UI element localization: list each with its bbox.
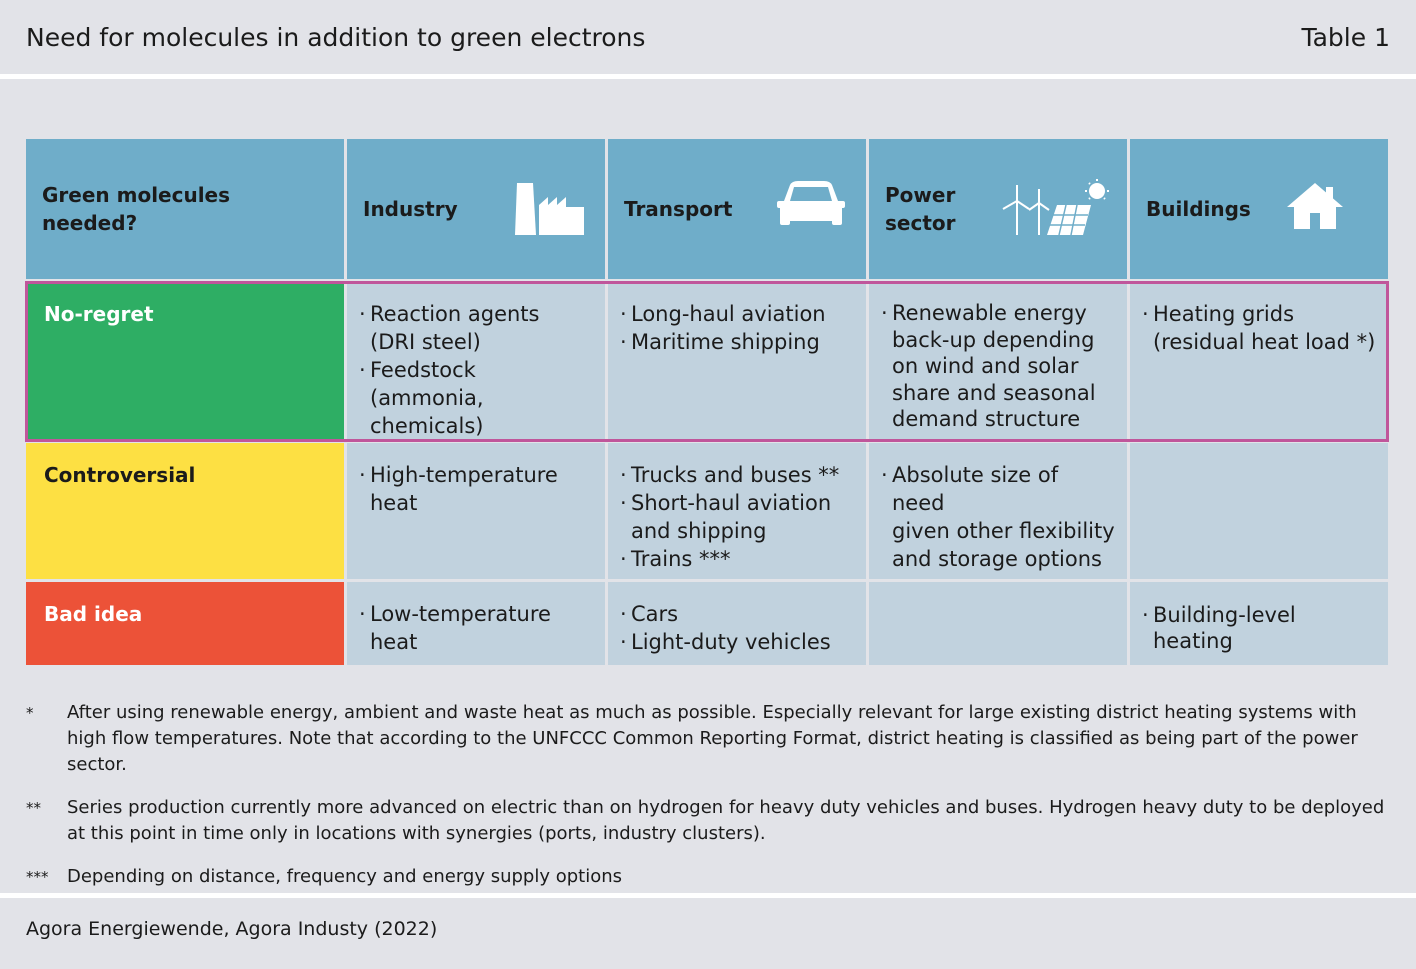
column-header-label: Buildings (1146, 197, 1251, 221)
list-item-line: Short-haul aviation (631, 491, 832, 515)
list-item: Trains *** (620, 545, 856, 573)
footnotes: * After using renewable energy, ambient … (26, 700, 1406, 907)
footnote: ** Series production currently more adva… (26, 795, 1406, 847)
list-item: Feedstock (ammonia, chemicals) (359, 356, 595, 440)
list-item-line: (residual heat load *) (1153, 330, 1376, 354)
house-icon (1287, 183, 1343, 229)
table-label: Table 1 (1301, 22, 1390, 52)
cell-controversial-power: Absolute size of need given other flexib… (869, 443, 1127, 579)
footnote-line: After using renewable energy, ambient an… (67, 702, 1357, 723)
list-item-line: Trains *** (631, 547, 731, 571)
page-title: Need for molecules in addition to green … (26, 22, 646, 52)
footnote-line: Depending on distance, frequency and ene… (67, 866, 623, 887)
category-no-regret: No-regret (26, 282, 344, 440)
cell-no-regret-transport: Long-haul aviation Maritime shipping (608, 282, 866, 440)
molecules-table: Green molecules needed? Industry Transpo… (26, 139, 1388, 665)
column-header-label: Transport (624, 197, 733, 221)
list-item: Absolute size of need given other flexib… (881, 461, 1117, 573)
corner-header-label: Green molecules needed? (42, 183, 231, 235)
cell-no-regret-industry: Reaction agents (DRI steel) Feedstock (a… (347, 282, 605, 440)
list-item: Short-haul aviation and shipping (620, 489, 856, 545)
list-item: Reaction agents (DRI steel) (359, 300, 595, 356)
list-item: High-temperature heat (359, 461, 595, 517)
list-item: Maritime shipping (620, 328, 856, 356)
list-item-line: (DRI steel) (370, 330, 481, 354)
page-header: Need for molecules in addition to green … (0, 0, 1416, 74)
list-item-line: Low-temperature (370, 602, 551, 626)
list-item-line: Light-duty vehicles (631, 630, 831, 654)
list-item-line: Trucks and buses ** (631, 463, 840, 487)
corner-header: Green molecules needed? (26, 139, 344, 279)
list-item-line: Maritime shipping (631, 330, 820, 354)
list-item-line: Building-level (1153, 603, 1296, 627)
factory-icon (515, 183, 584, 235)
footnote-mark: * (26, 704, 34, 722)
cell-no-regret-power: Renewable energy back-up depending on wi… (869, 282, 1127, 440)
list-item: Cars (620, 600, 856, 628)
list-item-line: Cars (631, 602, 679, 626)
column-header-label: Industry (363, 197, 458, 221)
list-item-line: Absolute size of need (892, 463, 1059, 515)
cell-bad-idea-transport: Cars Light-duty vehicles (608, 582, 866, 665)
wind-solar-icon (1002, 179, 1109, 236)
column-header-label-line: sector (885, 211, 956, 235)
source-credit: Agora Energiewende, Agora Industy (2022) (26, 918, 438, 940)
list-item-line: Renewable energy (892, 301, 1087, 325)
column-header-buildings: Buildings (1130, 139, 1388, 279)
column-header-power-sector: Power sector (869, 139, 1127, 279)
footnote-line: high flow temperatures. Note that accord… (67, 728, 1358, 775)
category-label: No-regret (44, 302, 154, 326)
column-header-label: Power sector (885, 181, 956, 237)
list-item: Renewable energy back-up depending on wi… (881, 300, 1117, 433)
cell-no-regret-buildings: Heating grids (residual heat load *) (1130, 282, 1388, 440)
list-item-line: and shipping (631, 519, 767, 543)
list-item: Trucks and buses ** (620, 461, 856, 489)
list-item-line: Long-haul aviation (631, 302, 826, 326)
list-item-line: Feedstock (370, 358, 476, 382)
car-icon (777, 181, 845, 225)
footnote-text: Series production currently more advance… (67, 795, 1406, 847)
list-item-line: share and seasonal (892, 380, 1096, 405)
list-item-line: heat (370, 491, 418, 515)
cell-controversial-industry: High-temperature heat (347, 443, 605, 579)
list-item: Low-temperature heat (359, 600, 595, 656)
footnote-mark: ** (26, 799, 41, 817)
list-item-line: back-up depending (892, 327, 1095, 352)
category-bad-idea: Bad idea (26, 582, 344, 665)
footer-divider (0, 893, 1416, 898)
footnote: *** Depending on distance, frequency and… (26, 864, 1406, 890)
list-item: Heating grids (residual heat load *) (1142, 300, 1378, 356)
footnote-text: Depending on distance, frequency and ene… (67, 864, 1406, 890)
footnote-line: Series production currently more advance… (67, 797, 1385, 818)
list-item-line: Reaction agents (370, 302, 540, 326)
footnote: * After using renewable energy, ambient … (26, 700, 1406, 778)
list-item-line: given other flexibility (892, 519, 1115, 543)
category-label: Controversial (44, 463, 196, 487)
list-item-line: and storage options (892, 547, 1102, 571)
category-controversial: Controversial (26, 443, 344, 579)
list-item-line: demand structure (892, 407, 1081, 431)
list-item-line: heating (1153, 629, 1233, 653)
category-label: Bad idea (44, 602, 143, 626)
footnote-line: at this point in time only in locations … (67, 823, 766, 844)
list-item: Long-haul aviation (620, 300, 856, 328)
column-header-label-line: Power (885, 183, 956, 207)
list-item: Building-level heating (1142, 602, 1378, 654)
footnote-mark: *** (26, 868, 49, 886)
list-item-line: heat (370, 630, 418, 654)
cell-bad-idea-power (869, 582, 1127, 665)
list-item-line: (ammonia, chemicals) (370, 386, 484, 438)
header-divider (0, 74, 1416, 79)
column-header-transport: Transport (608, 139, 866, 279)
cell-bad-idea-buildings: Building-level heating (1130, 582, 1388, 665)
cell-bad-idea-industry: Low-temperature heat (347, 582, 605, 665)
list-item-line: on wind and solar (892, 354, 1079, 378)
cell-controversial-transport: Trucks and buses ** Short-haul aviation … (608, 443, 866, 579)
cell-controversial-buildings (1130, 443, 1388, 579)
column-header-industry: Industry (347, 139, 605, 279)
list-item: Light-duty vehicles (620, 628, 856, 656)
list-item-line: Heating grids (1153, 302, 1295, 326)
footnote-text: After using renewable energy, ambient an… (67, 700, 1406, 778)
list-item-line: High-temperature (370, 463, 558, 487)
